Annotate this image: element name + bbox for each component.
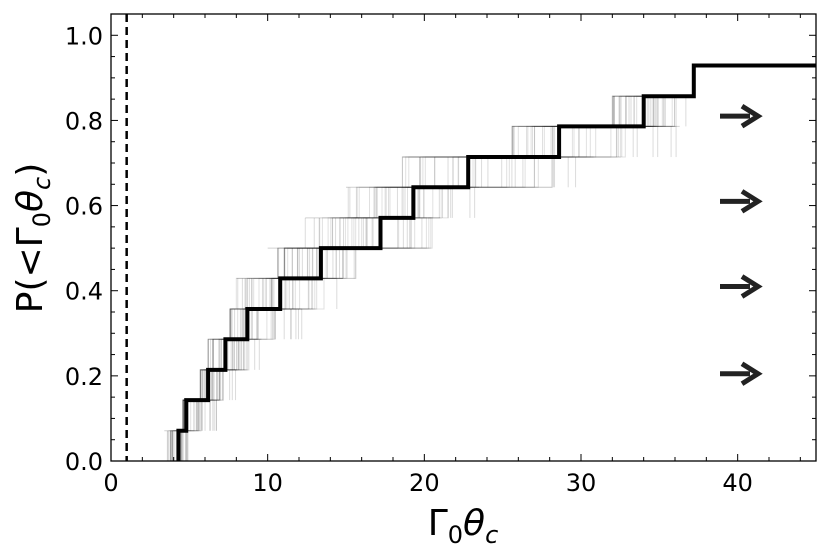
y-tick-label: 0.8 (65, 107, 103, 135)
plot-background (111, 14, 816, 461)
x-tick-label: 0 (103, 469, 118, 497)
x-tick-label: 10 (252, 469, 283, 497)
limit-arrow-head (740, 361, 763, 386)
y-axis-label-subc: c (28, 177, 56, 190)
limit-arrows (720, 104, 763, 386)
x-tick-label: 30 (566, 469, 597, 497)
x-axis-label-sub0: 0 (448, 521, 463, 549)
y-tick-label: 0.0 (65, 448, 103, 476)
limit-arrow (720, 104, 763, 129)
main-step-series (176, 63, 816, 461)
y-axis-label-sub0: 0 (28, 212, 56, 227)
limit-arrow-head (740, 274, 763, 299)
x-axis-label-subc: c (485, 521, 498, 549)
y-tick-label: 1.0 (65, 22, 103, 50)
tick-labels: 0 10 20 30 40 0.0 0.2 0.4 0.6 0.8 1.0 (65, 22, 753, 497)
limit-arrow (720, 189, 763, 214)
resample-curve (176, 95, 694, 461)
resample-curve (177, 95, 694, 461)
y-tick-label: 0.4 (65, 278, 103, 306)
plot-frame (110, 13, 817, 462)
limit-arrow (720, 274, 763, 299)
x-tick-label: 40 (722, 469, 753, 497)
x-tick-label: 20 (409, 469, 440, 497)
y-axis-label: P(<Γ0θc) (10, 163, 56, 314)
limit-arrow-head (740, 189, 763, 214)
x-axis-label-main: Γ (428, 503, 448, 544)
limit-arrow (720, 361, 763, 386)
y-axis-label-main: P(<Γ (10, 227, 51, 313)
y-tick-label: 0.2 (65, 363, 103, 391)
y-tick-label: 0.6 (65, 193, 103, 221)
y-axis-label-close: ) (10, 163, 51, 177)
x-axis-label-theta: θ (463, 503, 485, 544)
resample-curve (176, 95, 694, 461)
limit-arrow-head (740, 104, 763, 129)
x-axis-label: Γ0θc (428, 503, 499, 549)
y-axis-label-theta: θ (10, 190, 51, 212)
